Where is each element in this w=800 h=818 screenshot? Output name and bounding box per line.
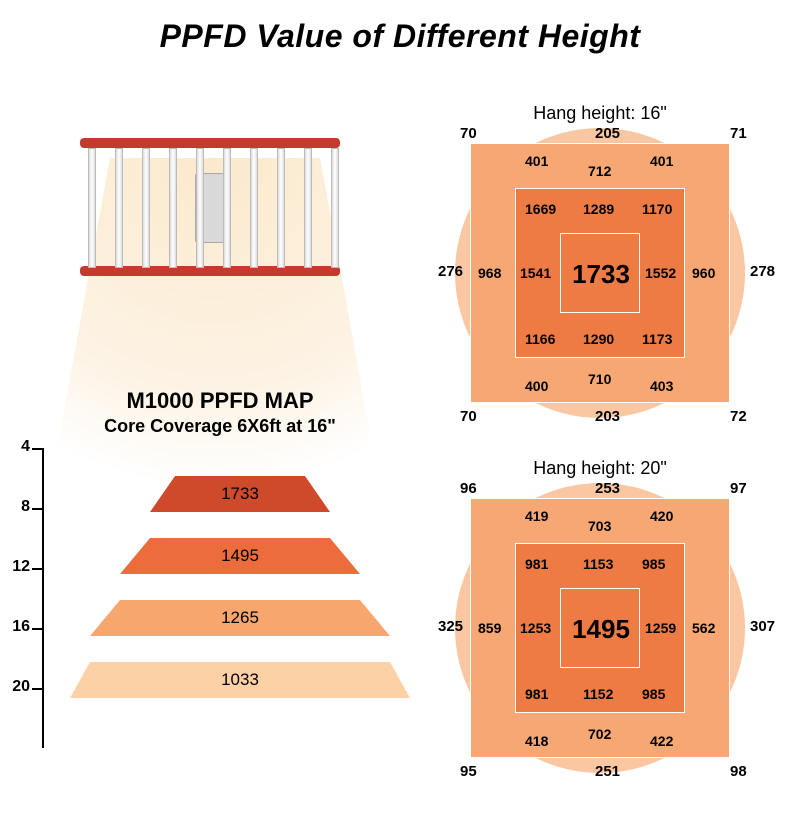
trap-value: 1033 — [60, 670, 420, 690]
heatmap-value: 968 — [478, 265, 501, 281]
trap-value: 1733 — [60, 484, 420, 504]
heatmap-value: 712 — [588, 163, 611, 179]
heatmap-value: 325 — [438, 618, 463, 635]
trap-value: 1495 — [60, 546, 420, 566]
heatmap-value: 1669 — [525, 201, 556, 217]
heatmap-value: 97 — [730, 480, 747, 497]
heatmap-16in: Hang height: 16" 1733 401 712 401 968 960 400 71… — [450, 103, 750, 443]
heatmap-center-value: 1495 — [561, 589, 641, 669]
heatmap-value: 1166 — [525, 331, 555, 347]
heatmap-value: 960 — [692, 265, 715, 281]
axis-tick-label: 16 — [10, 618, 30, 636]
axis-tick-label: 12 — [10, 558, 30, 576]
heatmap-value: 562 — [692, 620, 715, 636]
heatmap-value: 71 — [730, 125, 747, 142]
heatmap-value: 278 — [750, 263, 775, 280]
heatmap-title: Hang height: 20" — [450, 458, 750, 479]
heatmap-value: 72 — [730, 408, 747, 425]
heatmap-value: 985 — [642, 686, 665, 702]
heatmap-value: 420 — [650, 508, 673, 524]
heatmap-value: 1541 — [520, 265, 551, 281]
heatmap-value: 1253 — [520, 620, 551, 636]
map-name: M1000 PPFD MAP — [70, 388, 370, 414]
heatmap-value: 710 — [588, 371, 611, 387]
map-coverage: Core Coverage 6X6ft at 16" — [70, 416, 370, 437]
heatmap-value: 400 — [525, 378, 548, 394]
heatmap-value: 1289 — [583, 201, 614, 217]
heatmap-value: 203 — [595, 408, 620, 425]
heatmap-value: 422 — [650, 733, 673, 749]
heatmap-value: 253 — [595, 480, 620, 497]
heatmap-value: 1173 — [642, 331, 672, 347]
heatmap-value: 1290 — [583, 331, 614, 347]
map-label: M1000 PPFD MAP Core Coverage 6X6ft at 16… — [70, 388, 370, 437]
heatmap-value: 703 — [588, 518, 611, 534]
trap-bar: 1033 — [60, 662, 420, 698]
heatmap-value: 1259 — [645, 620, 676, 636]
axis-tick-label: 20 — [10, 678, 30, 696]
heatmap-value: 985 — [642, 556, 665, 572]
heatmap-value: 276 — [438, 263, 463, 280]
heatmap-center-value: 1733 — [561, 234, 641, 314]
heatmap-value: 401 — [525, 153, 548, 169]
axis-tick-label: 8 — [10, 498, 30, 516]
heatmap-value: 70 — [460, 408, 477, 425]
trap-bar: 1265 — [60, 600, 420, 636]
heatmap-value: 1552 — [645, 265, 676, 281]
heatmap-value: 1153 — [583, 556, 613, 572]
heatmap-value: 401 — [650, 153, 673, 169]
heatmap-value: 1170 — [642, 201, 672, 217]
heatmap-value: 205 — [595, 125, 620, 142]
heatmap-value: 307 — [750, 618, 775, 635]
heatmap-value: 98 — [730, 763, 747, 780]
heatmap-value: 70 — [460, 125, 477, 142]
heatmap-value: 418 — [525, 733, 548, 749]
axis-tick-label: 4 — [10, 438, 30, 456]
heatmap-value: 859 — [478, 620, 501, 636]
left-panel: M1000 PPFD MAP Core Coverage 6X6ft at 16… — [0, 108, 400, 808]
heatmap-value: 403 — [650, 378, 673, 394]
heatmap-value: 981 — [525, 556, 548, 572]
heatmap-value: 251 — [595, 763, 620, 780]
heatmap-value: 1152 — [583, 686, 613, 702]
page-title: PPFD Value of Different Height — [0, 18, 800, 55]
axis-vertical — [42, 448, 44, 748]
heatmap-value: 702 — [588, 726, 611, 742]
heatmap-value: 96 — [460, 480, 477, 497]
heatmap-value: 95 — [460, 763, 477, 780]
heatmap-title: Hang height: 16" — [450, 103, 750, 124]
trap-bar: 1733 — [60, 476, 420, 512]
trap-value: 1265 — [60, 608, 420, 628]
heatmap-value: 981 — [525, 686, 548, 702]
trap-bar: 1495 — [60, 538, 420, 574]
right-panel: Hang height: 16" 1733 401 712 401 968 960 400 71… — [400, 103, 800, 813]
led-fixture — [80, 138, 340, 278]
heatmap-value: 419 — [525, 508, 548, 524]
heatmap-20in: Hang height: 20" 1495 419 703 420 859 562 418 70… — [450, 458, 750, 798]
